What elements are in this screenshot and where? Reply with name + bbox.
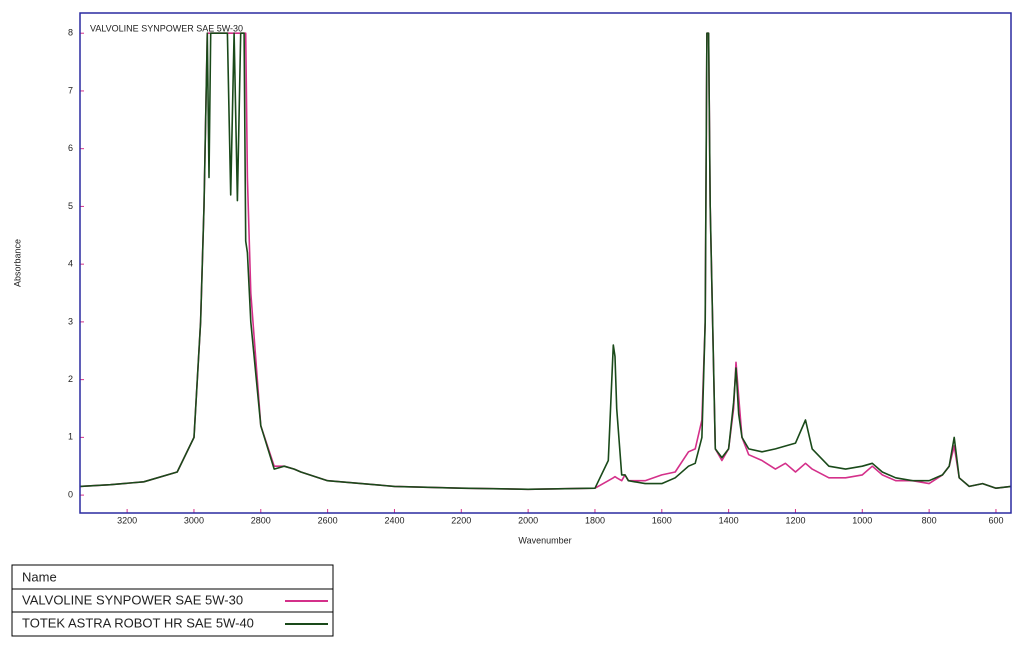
y-tick-label: 4 <box>68 259 73 269</box>
legend: Name VALVOLINE SYNPOWER SAE 5W-30 TOTEK A… <box>11 564 334 637</box>
legend-label: TOTEK ASTRA ROBOT HR SAE 5W-40 <box>22 615 254 630</box>
x-tick-label: 1600 <box>652 515 672 525</box>
x-tick-label: 600 <box>988 515 1003 525</box>
x-tick-label: 1800 <box>585 515 605 525</box>
x-tick-label: 3000 <box>184 515 204 525</box>
y-tick-label: 1 <box>68 432 73 442</box>
series-line <box>80 32 1011 491</box>
chart-title: VALVOLINE SYNPOWER SAE 5W-30 <box>90 23 243 33</box>
y-axis-label: Absorbance <box>12 239 22 287</box>
legend-box <box>11 564 334 637</box>
plot-frame <box>79 12 1012 514</box>
x-tick-label: 1200 <box>785 515 805 525</box>
x-tick-label: 2400 <box>384 515 404 525</box>
x-tick-label: 2000 <box>518 515 538 525</box>
legend-label: VALVOLINE SYNPOWER SAE 5W-30 <box>22 592 243 607</box>
x-tick-label: 2200 <box>451 515 471 525</box>
y-tick-label: 3 <box>68 316 73 326</box>
y-tick-label: 7 <box>68 85 73 95</box>
x-tick-label: 1400 <box>719 515 739 525</box>
y-tick-label: 5 <box>68 201 73 211</box>
x-tick-label: 1000 <box>852 515 872 525</box>
x-tick-label: 2600 <box>318 515 338 525</box>
y-tick-label: 8 <box>68 28 73 38</box>
y-tick-label: 0 <box>68 489 73 499</box>
y-tick-label: 6 <box>68 143 73 153</box>
series-line <box>80 32 1011 491</box>
x-axis-label: Wavenumber <box>518 535 571 545</box>
x-tick-label: 3200 <box>117 515 137 525</box>
legend-header: Name <box>22 569 57 584</box>
x-tick-label: 800 <box>922 515 937 525</box>
y-tick-label: 2 <box>68 374 73 384</box>
x-tick-label: 2800 <box>251 515 271 525</box>
